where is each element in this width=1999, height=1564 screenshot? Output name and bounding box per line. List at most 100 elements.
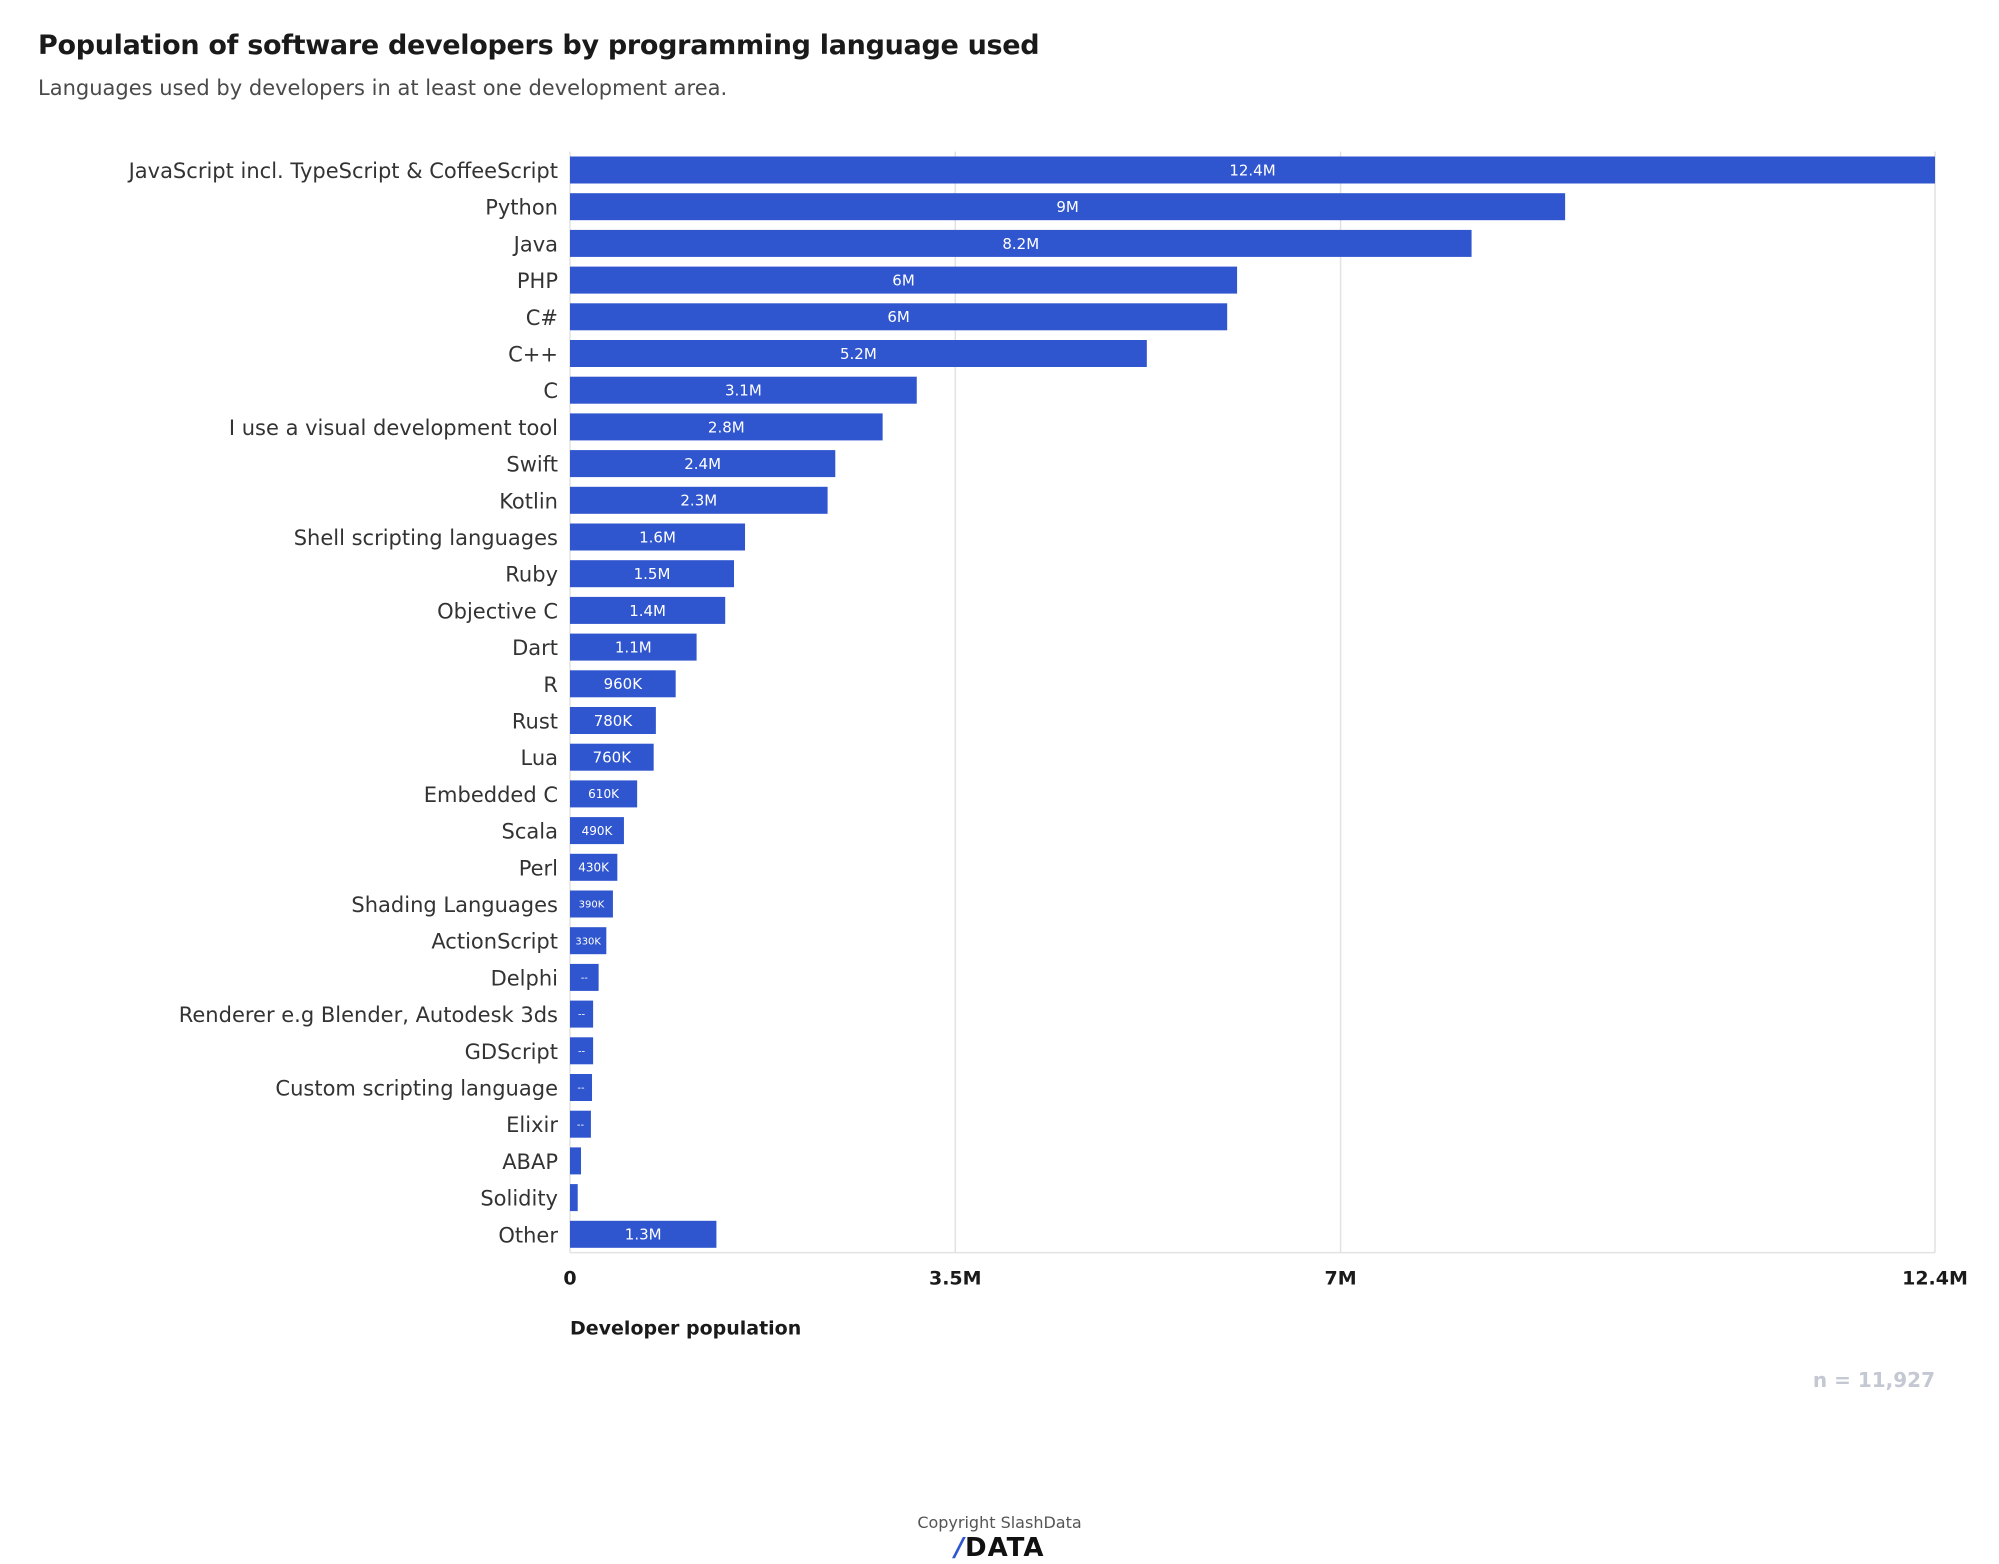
bar bbox=[570, 413, 883, 441]
data-label: -- bbox=[581, 973, 589, 984]
bar bbox=[570, 670, 676, 698]
bar bbox=[570, 1000, 594, 1028]
bar bbox=[570, 853, 618, 881]
logo-text: DATA bbox=[964, 1533, 1045, 1563]
bar bbox=[570, 1184, 578, 1212]
logo-slash: / bbox=[954, 1533, 965, 1563]
data-label: 6M bbox=[892, 272, 915, 290]
bar bbox=[570, 560, 735, 588]
data-label: 5.2M bbox=[840, 345, 877, 363]
category-label: C# bbox=[526, 306, 558, 330]
bar bbox=[570, 633, 697, 661]
data-label: 1.3M bbox=[625, 1226, 662, 1244]
data-label: 2.3M bbox=[680, 492, 717, 510]
data-label: 2.8M bbox=[708, 418, 745, 436]
category-label: Ruby bbox=[505, 563, 558, 587]
slashdata-logo: /DATA bbox=[0, 1533, 1999, 1563]
data-label: 960K bbox=[604, 675, 644, 693]
data-label: 760K bbox=[593, 749, 633, 767]
category-label: Shading Languages bbox=[351, 893, 558, 917]
bar bbox=[570, 1220, 717, 1248]
data-label: 12.4M bbox=[1229, 161, 1275, 179]
bar-chart: JavaScript incl. TypeScript & CoffeeScri… bbox=[127, 151, 1968, 1340]
data-label: 390K bbox=[579, 900, 605, 911]
bar bbox=[570, 963, 599, 991]
category-label: Objective C bbox=[437, 599, 558, 623]
bar bbox=[570, 743, 654, 771]
data-label: 3.1M bbox=[725, 382, 762, 400]
category-label: Rust bbox=[512, 710, 558, 734]
category-label: Elixir bbox=[506, 1113, 558, 1137]
data-label: -- bbox=[577, 1083, 585, 1094]
x-axis-label: Developer population bbox=[570, 1318, 801, 1340]
data-label: 8.2M bbox=[1002, 235, 1039, 253]
bar bbox=[570, 1074, 593, 1101]
data-label: 610K bbox=[588, 787, 620, 801]
bar bbox=[570, 266, 1238, 294]
bar bbox=[570, 927, 607, 955]
data-label: 1.1M bbox=[615, 639, 652, 657]
data-label: 330K bbox=[575, 936, 601, 947]
category-label: Lua bbox=[520, 746, 558, 770]
data-label: 1.5M bbox=[634, 565, 671, 583]
category-label: Delphi bbox=[491, 966, 558, 990]
bar bbox=[570, 817, 624, 845]
data-label: 490K bbox=[582, 824, 614, 838]
category-label: Renderer e.g Blender, Autodesk 3ds bbox=[179, 1003, 558, 1027]
bar bbox=[570, 596, 726, 624]
data-label: 430K bbox=[578, 861, 610, 875]
data-label: 2.4M bbox=[684, 455, 721, 473]
gridlines bbox=[569, 151, 1936, 1254]
category-label: Shell scripting languages bbox=[294, 526, 558, 550]
copyright-text: Copyright SlashData bbox=[917, 1513, 1082, 1532]
bar bbox=[570, 340, 1147, 367]
category-label: ABAP bbox=[502, 1150, 558, 1174]
data-label: -- bbox=[577, 1120, 585, 1131]
x-axis-ticks: 0 3.5M 7M 12.4M bbox=[563, 1268, 1968, 1290]
category-label: Embedded C bbox=[424, 783, 558, 807]
bar bbox=[570, 486, 828, 514]
category-label: PHP bbox=[517, 269, 558, 293]
bar bbox=[570, 229, 1472, 257]
data-labels: 12.4M 9M 8.2M 6M 6M 5.2M 3.1M 2.8M 2.4M 2.3M1.6M 1… bbox=[575, 161, 1275, 1243]
bar bbox=[570, 780, 638, 808]
category-label: Solidity bbox=[480, 1187, 558, 1211]
category-label: Java bbox=[512, 232, 558, 256]
data-label: 780K bbox=[594, 712, 634, 730]
x-tick-label: 0 bbox=[563, 1268, 576, 1290]
bar bbox=[570, 193, 1566, 221]
bars bbox=[570, 156, 1935, 1248]
category-label: Custom scripting language bbox=[275, 1077, 558, 1101]
category-label: Kotlin bbox=[499, 489, 558, 513]
category-label: Python bbox=[485, 196, 558, 220]
category-label: Perl bbox=[519, 856, 558, 880]
bar bbox=[570, 1037, 594, 1065]
data-label: -- bbox=[578, 1010, 586, 1021]
category-labels: JavaScript incl. TypeScript & CoffeeScri… bbox=[127, 159, 559, 1247]
category-label: C++ bbox=[508, 343, 558, 367]
category-label: C bbox=[543, 379, 558, 403]
data-label: -- bbox=[578, 1046, 586, 1057]
category-label: I use a visual development tool bbox=[229, 416, 558, 440]
x-tick-label: 7M bbox=[1324, 1268, 1356, 1290]
data-label: 6M bbox=[887, 308, 910, 326]
chart-subtitle: Languages used by developers in at least… bbox=[38, 76, 728, 100]
bar bbox=[570, 376, 917, 404]
bar bbox=[570, 1147, 582, 1175]
bar bbox=[570, 303, 1228, 331]
category-label: GDScript bbox=[465, 1040, 558, 1064]
category-label: Scala bbox=[502, 820, 558, 844]
chart-title: Population of software developers by pro… bbox=[38, 30, 1040, 61]
category-label: R bbox=[543, 673, 558, 697]
category-label: Dart bbox=[512, 636, 558, 660]
category-label: Swift bbox=[506, 453, 558, 477]
sample-size: n = 11,927 bbox=[1812, 1368, 1935, 1392]
data-label: 9M bbox=[1056, 198, 1079, 216]
category-label: JavaScript incl. TypeScript & CoffeeScri… bbox=[127, 159, 558, 183]
x-tick-label: 12.4M bbox=[1902, 1268, 1968, 1290]
category-label: ActionScript bbox=[431, 930, 558, 954]
x-tick-label: 3.5M bbox=[929, 1268, 982, 1290]
bar bbox=[570, 1110, 591, 1138]
bar bbox=[570, 707, 656, 734]
bar bbox=[570, 450, 836, 478]
